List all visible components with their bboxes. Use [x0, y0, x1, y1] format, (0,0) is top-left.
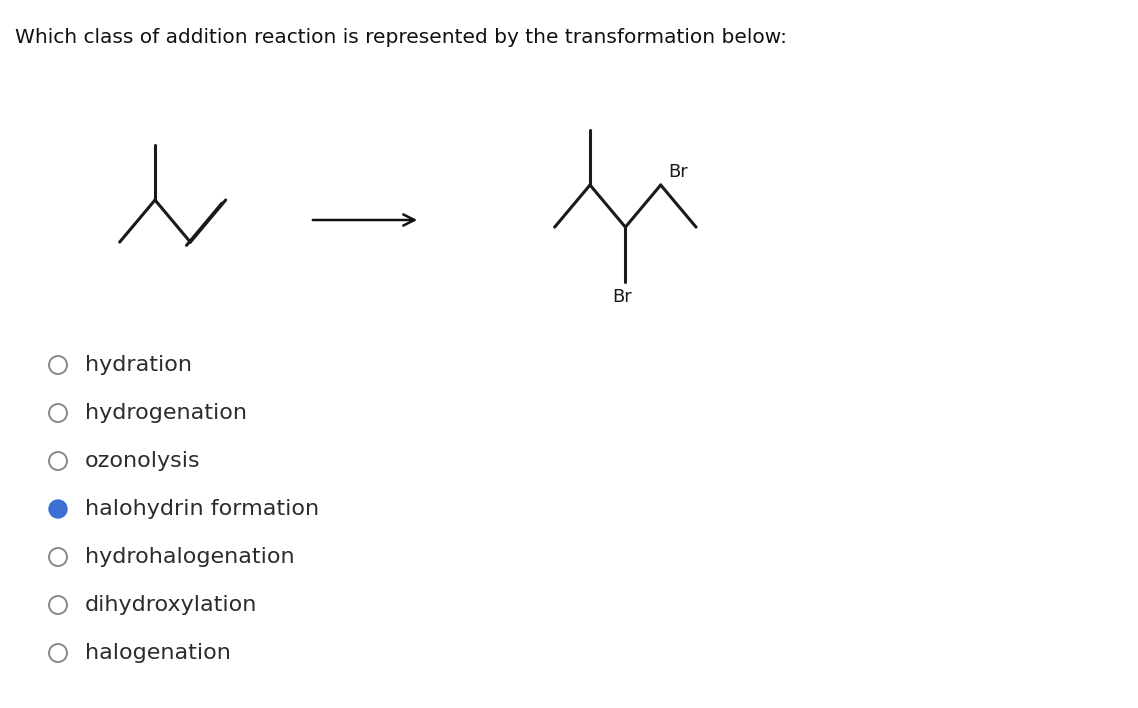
FancyArrowPatch shape	[313, 215, 414, 226]
Text: hydrogenation: hydrogenation	[85, 403, 247, 423]
Circle shape	[49, 644, 67, 662]
Circle shape	[49, 356, 67, 374]
Text: halogenation: halogenation	[85, 643, 231, 663]
Circle shape	[49, 500, 67, 518]
Text: Br: Br	[612, 288, 633, 306]
Text: hydration: hydration	[85, 355, 192, 375]
Text: dihydroxylation: dihydroxylation	[85, 595, 257, 615]
Text: Br: Br	[669, 163, 688, 181]
Circle shape	[49, 548, 67, 566]
Text: hydrohalogenation: hydrohalogenation	[85, 547, 295, 567]
Text: Which class of addition reaction is represented by the transformation below:: Which class of addition reaction is repr…	[15, 28, 787, 47]
Circle shape	[49, 404, 67, 422]
Circle shape	[49, 596, 67, 614]
Circle shape	[49, 452, 67, 470]
Text: halohydrin formation: halohydrin formation	[85, 499, 319, 519]
Text: ozonolysis: ozonolysis	[85, 451, 200, 471]
